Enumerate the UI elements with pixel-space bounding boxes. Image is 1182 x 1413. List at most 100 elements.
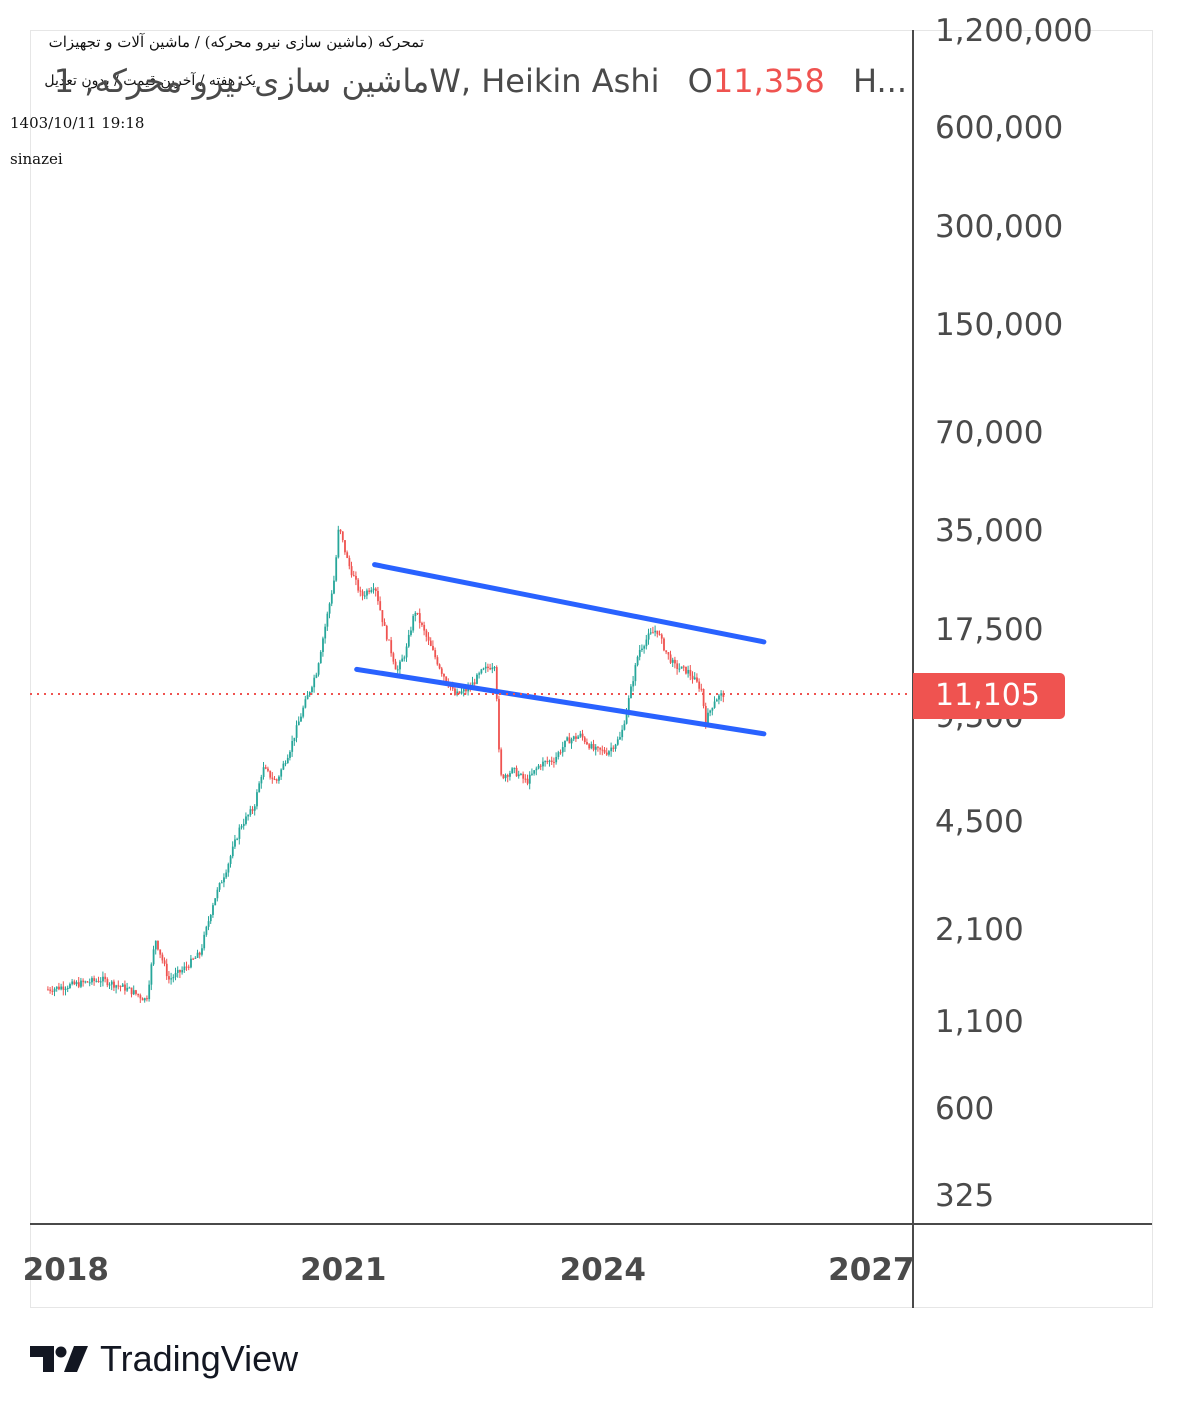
candle-body (275, 779, 278, 781)
candle-body (110, 981, 113, 985)
candle-body (168, 976, 170, 980)
candle-body (471, 682, 474, 688)
candle-body (396, 669, 399, 671)
candle-body (225, 872, 228, 878)
candle-body (249, 809, 252, 815)
candle-body (493, 667, 496, 669)
candle-body (570, 739, 573, 744)
candle-body (621, 729, 624, 738)
candle-body (669, 654, 672, 663)
candle-body (568, 737, 571, 744)
candle-body (93, 978, 96, 981)
candle-body (363, 595, 366, 597)
candle-body (608, 751, 610, 755)
price-tick-label: 17,500 (935, 612, 1043, 648)
candle-body (104, 976, 107, 980)
candle-body (418, 613, 421, 623)
price-tick-label: 70,000 (935, 415, 1043, 451)
candle-body (352, 575, 355, 577)
candle-body (638, 649, 641, 657)
candle-body (645, 639, 648, 647)
candle-body (258, 783, 261, 793)
candle-body (223, 877, 225, 883)
price-axis-ticks[interactable]: 1,200,000 600,000 300,000 150,000 70,000 35,0… (935, 13, 1093, 1214)
candle-body (612, 747, 615, 749)
candle-body (379, 601, 382, 611)
candle-body (533, 770, 536, 774)
candle-body (165, 963, 168, 977)
candle-body (614, 744, 617, 749)
candle-body (132, 990, 135, 995)
candle-body (709, 710, 712, 713)
candle-body (227, 863, 230, 873)
candle-body (295, 725, 298, 738)
candle-body (660, 634, 663, 639)
candle-body (641, 648, 643, 650)
candle-body (273, 779, 276, 781)
candle-body (381, 610, 384, 623)
candle-body (462, 689, 465, 692)
header-timestamp: 1403/10/11 19:18 (10, 114, 145, 132)
candle-body (333, 580, 335, 594)
channel-bottom-line[interactable] (354, 666, 767, 737)
candle-body (176, 969, 179, 973)
candle-body (108, 984, 111, 986)
candle-body (586, 742, 588, 745)
last-price-badge: 11,105 (913, 673, 1065, 719)
candle-body (460, 691, 463, 694)
candle-body (649, 632, 652, 634)
candle-body (135, 990, 137, 994)
candle-body (385, 625, 388, 640)
candle-body (711, 707, 714, 711)
candle-body (113, 981, 115, 988)
chart-legend[interactable]: ماشین سازی نیرو محرکه, 1W, Heikin Ashi O… (54, 62, 907, 100)
candle-body (218, 883, 221, 890)
candle-body (361, 591, 364, 596)
candle-body (656, 630, 659, 635)
price-tick-label: 150,000 (935, 307, 1063, 343)
candle-body (137, 993, 140, 996)
candle-body (632, 681, 635, 687)
candle-body (95, 980, 98, 982)
candle-body (667, 652, 670, 655)
candle-body (524, 778, 527, 780)
candle-body (423, 624, 426, 631)
time-tick-label: 2024 (560, 1252, 646, 1288)
candle-body (654, 630, 657, 633)
tradingview-logo[interactable]: TradingView (30, 1336, 298, 1382)
candle-body (192, 958, 195, 960)
candle-body (698, 681, 701, 689)
candle-body (326, 613, 329, 627)
candle-body (346, 552, 349, 558)
candle-body (405, 646, 408, 658)
candle-body (240, 826, 243, 828)
candle-body (566, 737, 569, 741)
candle-body (722, 693, 725, 698)
candle-body (590, 743, 593, 749)
candle-body (150, 964, 153, 985)
candle-body (476, 674, 478, 684)
candle-series (47, 525, 725, 1003)
candle-body (289, 751, 291, 758)
candle-body (297, 721, 300, 726)
candle-body (693, 677, 696, 680)
candle-body (126, 987, 129, 991)
candle-body (203, 934, 206, 949)
price-tick-label: 300,000 (935, 209, 1063, 245)
candle-body (124, 984, 126, 991)
candle-body (284, 763, 287, 765)
legend-open-value: 11,358 (712, 62, 825, 100)
candle-body (256, 792, 258, 807)
chart-frame (30, 30, 1153, 1308)
candle-body (484, 666, 487, 669)
candle-body (394, 661, 397, 670)
channel-lines[interactable] (354, 562, 767, 737)
candle-body (280, 769, 283, 777)
candle-body (542, 761, 544, 767)
candle-body (715, 699, 718, 702)
candle-body (630, 686, 632, 699)
candle-body (458, 691, 461, 694)
candle-body (181, 970, 184, 973)
time-axis-ticks[interactable]: 2018 2021 2024 2027 (23, 1252, 915, 1288)
channel-top-line[interactable] (372, 562, 767, 645)
